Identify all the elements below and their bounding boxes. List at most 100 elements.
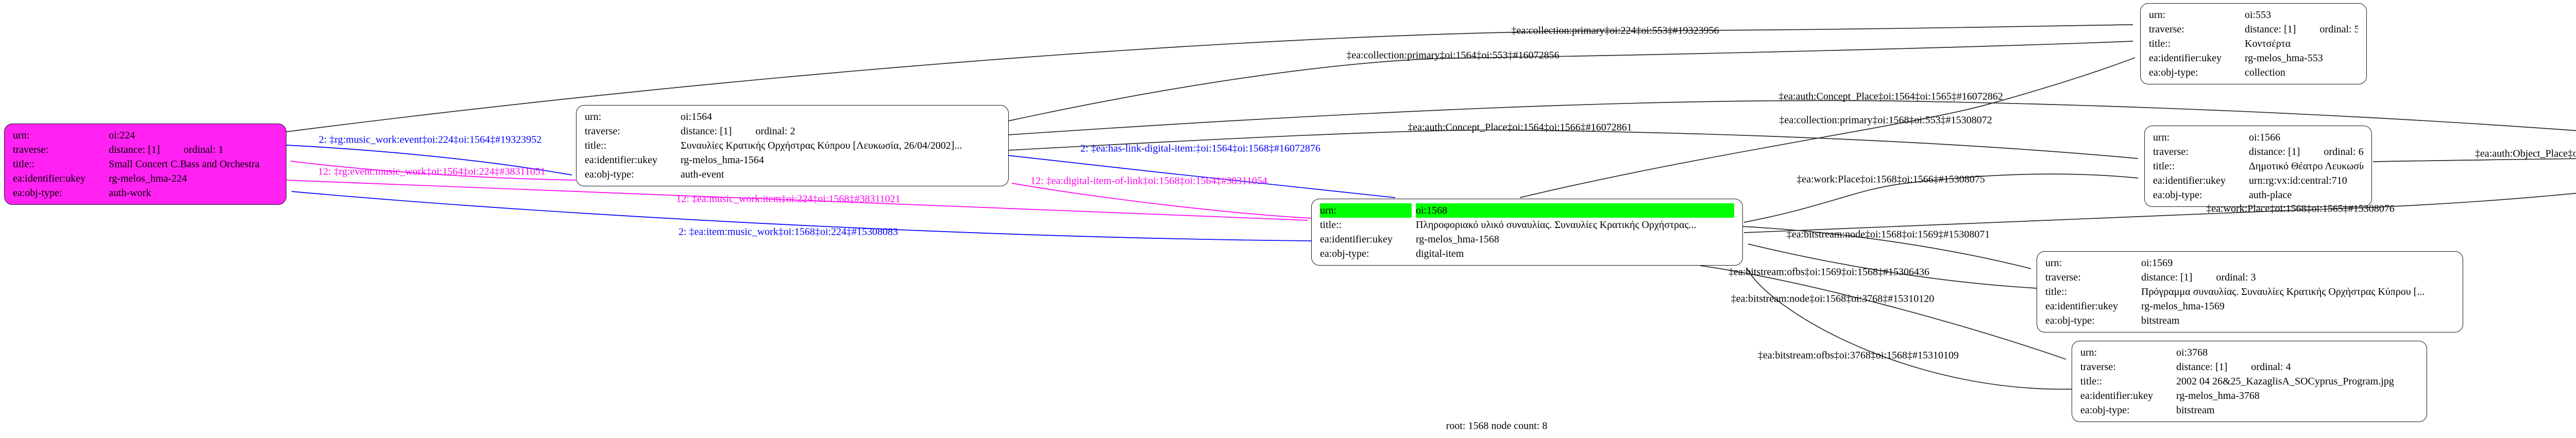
field-value: Κοντσέρτα — [2245, 38, 2291, 49]
edge-label: 2: ‡ea:item:music_work‡oi:1568‡oi:224‡#1… — [678, 226, 899, 238]
edge-1564-1566 — [1008, 129, 2139, 159]
edge-1568-3768 — [1700, 265, 2066, 360]
field-value: oi:1569 — [2141, 257, 2173, 269]
field-key: urn: — [585, 111, 602, 122]
field-key: ea:obj-type: — [2080, 405, 2130, 416]
field-value: auth-place — [2249, 189, 2292, 201]
field-key: ea:obj-type: — [13, 187, 62, 199]
field-key: title:: — [1320, 219, 1342, 231]
node-oi-553[interactable]: urn: oi:553 traverse: distance: [1] ordinal… — [2140, 3, 2367, 84]
field-value: Δημοτικό Θέατρο Λευκωσίας — [2249, 161, 2363, 172]
edge-1568-1564-magenta — [1011, 183, 1312, 219]
edge-224-553 — [286, 24, 2133, 132]
edge-224-1568-magenta — [286, 180, 1308, 221]
node-row: urn: oi:1564 — [585, 110, 1000, 124]
root-caption: root: 1568 node count: 8 — [1446, 420, 1548, 432]
node-row: title:: Κοντσέρτα — [2149, 37, 2358, 51]
node-row: ea:identifier:ukey rg-melos_hma-1569 — [2045, 299, 2454, 313]
field-value: Πρόγραμμα συναυλίας. Συναυλίες Κρατικής … — [2141, 286, 2425, 297]
field-key: ea:identifier:ukey — [2080, 390, 2154, 401]
node-oi-1564[interactable]: urn: oi:1564 traverse: distance: [1] ordina… — [576, 105, 1009, 186]
field-key: ea:obj-type: — [2045, 315, 2095, 326]
node-row: traverse: distance: [1] ordinal: 1 — [13, 143, 278, 157]
node-row: ea:identifier:ukey rg-melos_hma-1568 — [1320, 232, 1734, 247]
node-oi-1569[interactable]: urn: oi:1569 traverse: distance: [1] ordina… — [2037, 251, 2463, 332]
edge-1568-1565 — [1743, 192, 2576, 233]
node-row: title:: Πρόγραμμα συναυλίας. Συναυλίες Κρ… — [2045, 285, 2454, 299]
field-key: title:: — [585, 140, 607, 151]
field-value: urn:rg:vx:id:central:710 — [2249, 175, 2347, 186]
field-value: 2002 04 26&25_KazaglisA_SOCyprus_Program… — [2176, 376, 2394, 387]
field-key: title:: — [13, 159, 35, 170]
field-value: oi:1568 — [1416, 203, 1734, 218]
edge-1566-1565 — [2372, 158, 2576, 162]
node-row: traverse: distance: [1] ordinal: 4 — [2080, 360, 2418, 374]
edge-label: ‡ea:auth:Concept_Place‡oi:1564‡oi:1565‡#… — [1778, 91, 2003, 102]
field-key: ea:obj-type: — [585, 169, 634, 180]
field-value: auth-event — [681, 169, 724, 180]
edge-label: ‡ea:bitstream:ofbs‡oi:3768‡oi:1568‡#1531… — [1758, 349, 1959, 361]
node-row: urn: oi:553 — [2149, 8, 2358, 22]
field-key: urn: — [2153, 132, 2170, 143]
field-value: auth-work — [109, 187, 151, 199]
node-oi-1568-root[interactable]: urn: oi:1568 title:: Πληροφοριακό υλικό συ… — [1311, 199, 1743, 266]
field-value: rg-melos_hma-1569 — [2141, 301, 2225, 312]
node-row: ea:obj-type: collection — [2149, 65, 2358, 80]
field-key: traverse: — [2080, 361, 2116, 373]
field-value: rg-melos_hma-3768 — [2176, 390, 2260, 401]
node-row: traverse: distance: [1] ordinal: 5 — [2149, 22, 2358, 37]
edge-label: 2: ‡rg:music_work:event‡oi:224‡oi:1564‡#… — [318, 134, 542, 146]
field-key: urn: — [13, 130, 30, 141]
field-value: distance: [1] ordinal: 6 — [2249, 146, 2363, 157]
edge-label: 12: ‡rg:event:music_work‡oi:1564‡oi:224‡… — [318, 166, 546, 178]
node-oi-3768[interactable]: urn: oi:3768 traverse: distance: [1] ordina… — [2072, 341, 2427, 422]
field-key: ea:identifier:ukey — [2153, 175, 2226, 186]
edge-label: ‡ea:collection:primary‡oi:224‡oi:553‡#19… — [1511, 25, 1719, 37]
node-row: ea:identifier:ukey rg-melos_hma-1564 — [585, 153, 1000, 167]
node-row: title:: Δημοτικό Θέατρο Λευκωσίας — [2153, 159, 2363, 173]
edge-1564-553 — [1008, 41, 2133, 121]
node-row: title:: Small Concert C.Bass and Orchestr… — [13, 157, 278, 171]
node-row: title:: Συναυλίες Κρατικής Ορχήστρας Κύπρ… — [585, 138, 1000, 153]
node-row: ea:obj-type: bitstream — [2080, 403, 2418, 417]
edge-label: ‡ea:work:Place‡oi:1568‡oi:1565‡#15308076 — [2206, 203, 2395, 215]
node-row: traverse: distance: [1] ordinal: 3 — [2045, 270, 2454, 285]
edge-1564-224-magenta — [290, 161, 577, 181]
field-key: traverse: — [2149, 24, 2184, 35]
edge-1564-1565 — [1008, 100, 2576, 135]
node-row: ea:obj-type: digital-item — [1320, 247, 1734, 261]
node-row: ea:identifier:ukey rg-melos_hma-553 — [2149, 51, 2358, 65]
field-value: oi:3768 — [2176, 347, 2208, 358]
field-key: ea:identifier:ukey — [585, 154, 658, 166]
field-key: urn: — [2080, 347, 2097, 358]
field-value: Πληροφοριακό υλικό συναυλίας. Συναυλίες … — [1416, 219, 1697, 231]
field-value: oi:1566 — [2249, 132, 2281, 143]
edge-label: ‡ea:collection:primary‡oi:1568‡oi:553‡#1… — [1779, 114, 1992, 126]
field-key: ea:obj-type: — [2153, 189, 2202, 201]
field-value: bitstream — [2141, 315, 2180, 326]
node-row: traverse: distance: [1] ordinal: 6 — [2153, 145, 2363, 159]
field-key: ea:identifier:ukey — [1320, 234, 1393, 245]
edge-label: 12: ‡ea:music_work:item‡oi:224‡oi:1568‡#… — [676, 193, 901, 205]
field-key: traverse: — [2153, 146, 2189, 157]
field-key: ea:identifier:ukey — [2149, 52, 2222, 64]
edge-label: ‡ea:bitstream:node‡oi:1568‡oi:3768‡#1531… — [1731, 293, 1935, 305]
node-row: ea:obj-type: auth-event — [585, 167, 1000, 182]
field-value: distance: [1] ordinal: 4 — [2176, 361, 2291, 373]
edge-label: ‡ea:collection:primary‡oi:1564‡oi:553‡#1… — [1346, 49, 1560, 61]
node-oi-224[interactable]: urn: oi:224 traverse: distance: [1] ordinal… — [4, 124, 286, 205]
field-key: ea:identifier:ukey — [2045, 301, 2119, 312]
field-value: Small Concert C.Bass and Orchestra — [109, 159, 260, 170]
field-key: urn: — [2149, 9, 2166, 21]
field-key: title:: — [2153, 161, 2175, 172]
field-key: title:: — [2080, 376, 2103, 387]
node-oi-1566[interactable]: urn: oi:1566 traverse: distance: [1] ordina… — [2144, 126, 2372, 207]
field-key: traverse: — [2045, 272, 2081, 283]
field-value: distance: [1] ordinal: 2 — [681, 126, 795, 137]
field-key: traverse: — [585, 126, 620, 137]
node-row: ea:obj-type: bitstream — [2045, 313, 2454, 328]
field-value: oi:1564 — [681, 111, 713, 122]
field-value: Συναυλίες Κρατικής Ορχήστρας Κύπρου [Λευ… — [681, 140, 962, 151]
node-row: title:: 2002 04 26&25_KazaglisA_SOCyprus_… — [2080, 374, 2418, 389]
